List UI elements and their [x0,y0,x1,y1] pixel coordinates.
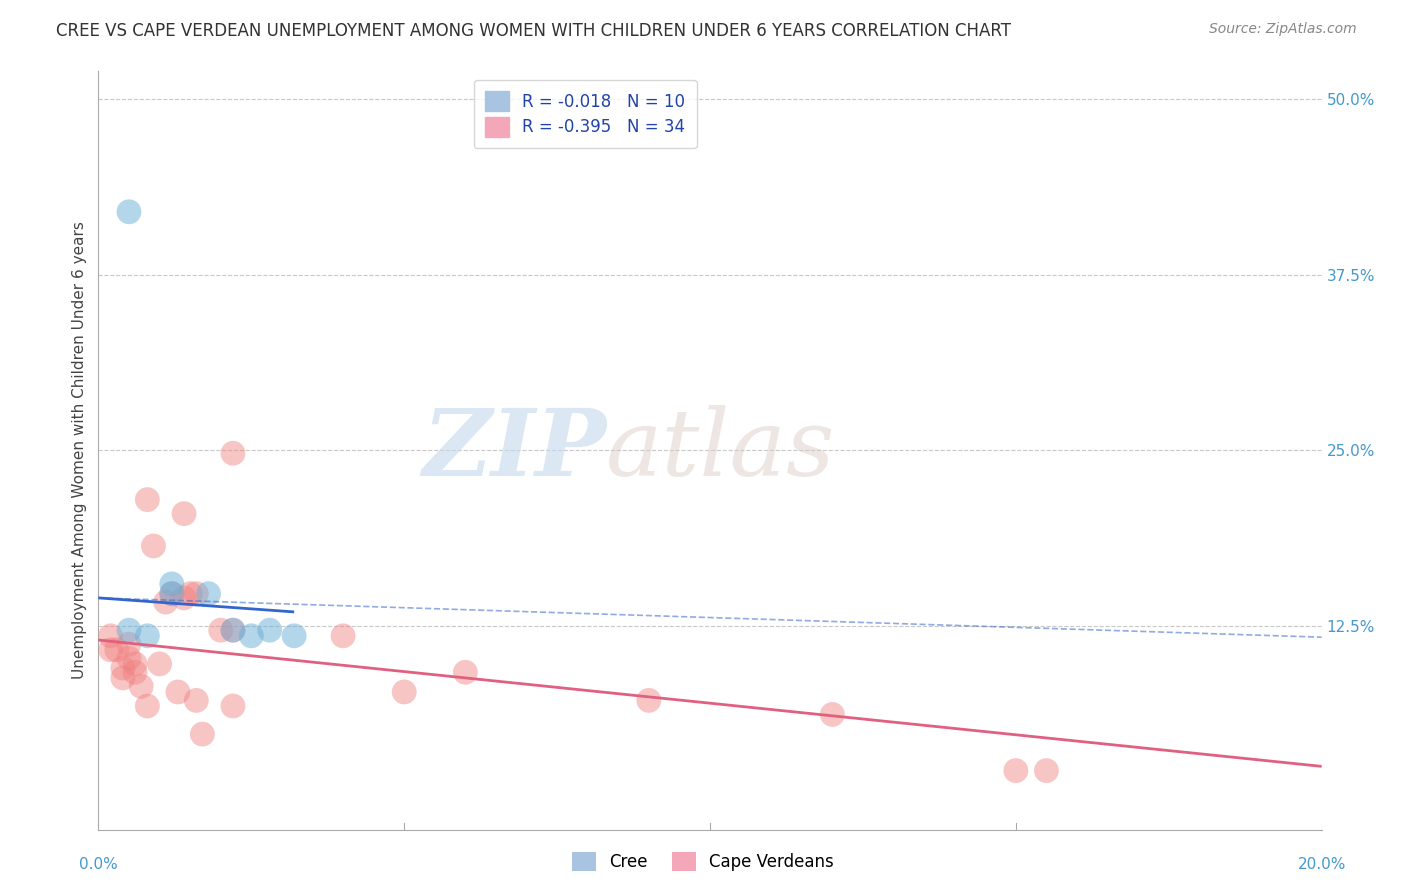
Point [160,577,183,591]
Point [637,693,661,707]
Point [118,651,141,665]
Point [240,629,263,643]
Point [142,539,165,553]
Point [197,587,219,601]
Point [124,665,146,680]
Point [149,657,172,671]
Point [191,727,214,741]
Point [186,693,208,707]
Point [1035,764,1057,778]
Point [105,643,128,657]
Point [118,623,141,637]
Point [209,623,232,637]
Point [332,629,354,643]
Text: 20.0%: 20.0% [1298,857,1346,872]
Text: CREE VS CAPE VERDEAN UNEMPLOYMENT AMONG WOMEN WITH CHILDREN UNDER 6 YEARS CORREL: CREE VS CAPE VERDEAN UNEMPLOYMENT AMONG … [56,22,1011,40]
Point [454,665,477,680]
Point [118,637,141,651]
Point [136,492,159,507]
Point [136,629,159,643]
Point [155,595,177,609]
Legend: R = -0.018   N = 10, R = -0.395   N = 34: R = -0.018 N = 10, R = -0.395 N = 34 [474,79,697,148]
Point [222,698,245,713]
Text: 0.0%: 0.0% [79,857,118,872]
Point [160,587,183,601]
Point [222,623,245,637]
Point [283,629,305,643]
Point [821,707,844,722]
Legend: Cree, Cape Verdeans: Cree, Cape Verdeans [564,843,842,880]
Point [100,629,122,643]
Point [1004,764,1026,778]
Point [173,507,195,521]
Point [129,679,152,693]
Point [160,587,183,601]
Text: Source: ZipAtlas.com: Source: ZipAtlas.com [1209,22,1357,37]
Point [167,685,190,699]
Point [222,446,245,460]
Point [179,587,201,601]
Point [186,587,208,601]
Point [124,657,146,671]
Point [259,623,281,637]
Point [392,685,416,699]
Point [111,661,134,675]
Point [173,591,195,605]
Point [136,698,159,713]
Y-axis label: Unemployment Among Women with Children Under 6 years: Unemployment Among Women with Children U… [72,221,87,680]
Point [118,204,141,219]
Text: ZIP: ZIP [422,406,606,495]
Text: atlas: atlas [606,406,835,495]
Point [111,671,134,685]
Point [222,623,245,637]
Point [100,643,122,657]
